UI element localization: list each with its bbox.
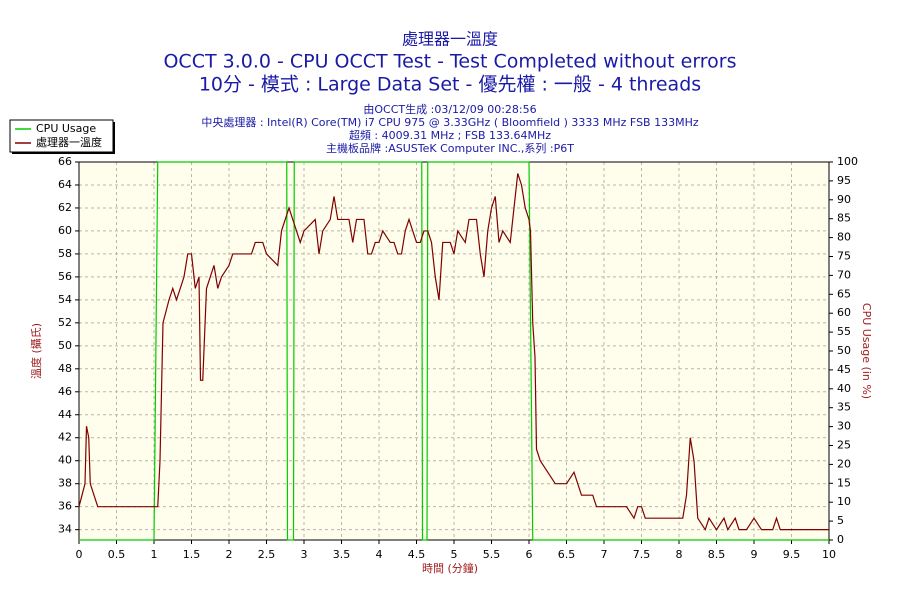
x-tick-label: 0: [76, 548, 83, 561]
y2-tick-label: 45: [837, 363, 851, 376]
x-tick-label: 4.5: [408, 548, 426, 561]
y2-tick-label: 60: [837, 306, 851, 319]
y-tick-label: 62: [58, 201, 72, 214]
y-tick-label: 40: [58, 454, 72, 467]
y2-tick-label: 90: [837, 193, 851, 206]
y-tick-label: 42: [58, 431, 72, 444]
x-tick-label: 0.5: [108, 548, 126, 561]
y2-tick-label: 10: [837, 495, 851, 508]
y-tick-label: 66: [58, 155, 72, 168]
chart-subtitle: 10分 - 模式 : Large Data Set - 優先權 : 一般 - 4…: [199, 74, 701, 96]
y2-tick-label: 40: [837, 382, 851, 395]
y2-tick-label: 100: [837, 155, 858, 168]
x-tick-label: 2.5: [258, 548, 276, 561]
x-tick-label: 8.5: [708, 548, 726, 561]
x-tick-label: 7.5: [633, 548, 651, 561]
chart-title: 處理器一溫度: [402, 30, 498, 49]
info-line: 由OCCT生成 :03/12/09 00:28:56: [363, 102, 536, 116]
y-tick-label: 44: [58, 408, 72, 421]
y-tick-label: 34: [58, 523, 72, 536]
data-line: [78, 173, 829, 532]
info-line: 中央處理器 : Intel(R) Core(TM) i7 CPU 975 @ 3…: [201, 115, 699, 129]
y-tick-label: 54: [58, 293, 72, 306]
y2-tick-label: 15: [837, 476, 851, 489]
y-tick-label: 60: [58, 224, 72, 237]
info-line: 超頻 : 4009.31 MHz ; FSB 133.64MHz: [349, 128, 551, 142]
y-tick-label: 38: [58, 477, 72, 490]
x-axis-label: 時間 (分鐘): [422, 561, 478, 575]
legend-label: 處理器一溫度: [36, 135, 102, 149]
y2-tick-label: 0: [837, 533, 844, 546]
y2-tick-label: 20: [837, 457, 851, 470]
y-tick-label: 52: [58, 316, 72, 329]
y2-tick-label: 25: [837, 439, 851, 452]
y-tick-label: 58: [58, 247, 72, 260]
y2-tick-label: 50: [837, 344, 851, 357]
x-tick-label: 1.5: [183, 548, 201, 561]
y2-tick-label: 85: [837, 212, 851, 225]
y-tick-label: 64: [58, 178, 72, 191]
x-tick-label: 3: [301, 548, 308, 561]
legend-shadow: [113, 122, 115, 154]
y2-axis-label: CPU Usage (in %): [860, 303, 873, 399]
x-tick-label: 1: [151, 548, 158, 561]
y2-tick-label: 35: [837, 401, 851, 414]
y2-tick-label: 30: [837, 420, 851, 433]
y-tick-label: 50: [58, 339, 72, 352]
y-tick-label: 46: [58, 385, 72, 398]
y2-tick-label: 70: [837, 268, 851, 281]
legend-label: CPU Usage: [36, 122, 96, 135]
x-tick-label: 6.5: [558, 548, 576, 561]
legend: [9, 119, 114, 153]
chart-subtitle: OCCT 3.0.0 - CPU OCCT Test - Test Comple…: [163, 51, 736, 73]
x-tick-label: 7: [601, 548, 608, 561]
info-line: 主機板品牌 :ASUSTeK Computer INC.,系列 :P6T: [326, 141, 574, 155]
y2-tick-label: 75: [837, 250, 851, 263]
y-tick-label: 36: [58, 500, 72, 513]
x-tick-label: 8: [676, 548, 683, 561]
y2-tick-label: 5: [837, 514, 844, 527]
y2-tick-label: 95: [837, 174, 851, 187]
y2-tick-label: 65: [837, 287, 851, 300]
legend-shadow: [12, 152, 115, 154]
y-tick-label: 48: [58, 362, 72, 375]
x-tick-label: 3.5: [333, 548, 351, 561]
y-tick-label: 56: [58, 270, 72, 283]
y2-tick-label: 80: [837, 231, 851, 244]
y2-tick-label: 55: [837, 325, 851, 338]
x-tick-label: 4: [376, 548, 383, 561]
x-tick-label: 5: [451, 548, 458, 561]
x-tick-label: 10: [822, 548, 836, 561]
x-tick-label: 5.5: [483, 548, 501, 561]
x-tick-label: 9.5: [783, 548, 801, 561]
data-line: [79, 161, 829, 541]
x-tick-label: 6: [526, 548, 533, 561]
y-axis-label: 溫度 (攝氏): [29, 323, 43, 379]
x-tick-label: 2: [226, 548, 233, 561]
x-tick-label: 9: [751, 548, 758, 561]
